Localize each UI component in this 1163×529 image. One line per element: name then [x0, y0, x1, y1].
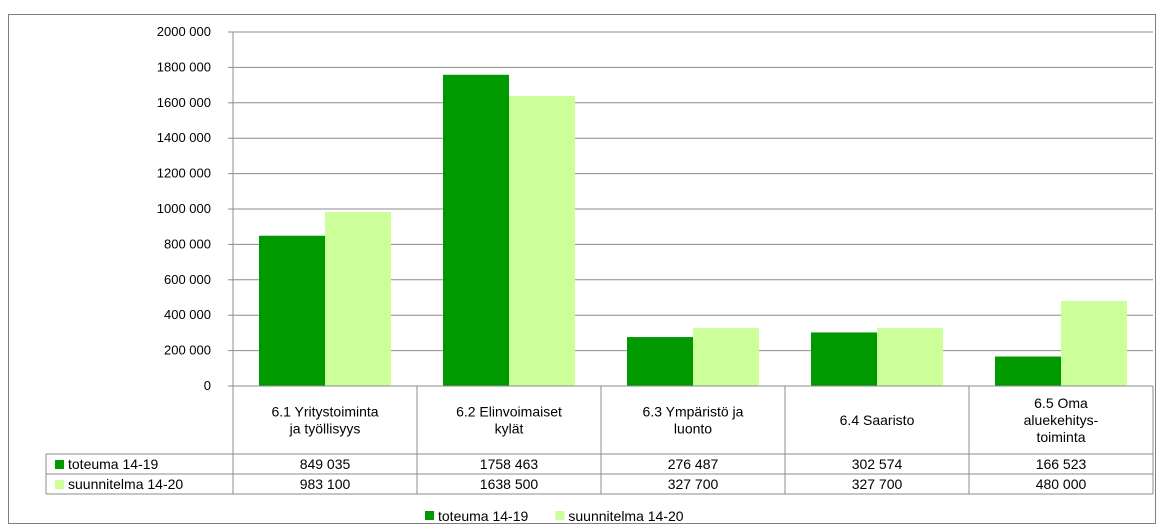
y-tick-label: 400 000	[164, 307, 211, 322]
category-label: ja työllisyys	[289, 421, 361, 437]
legend-label: toteuma 14-19	[438, 508, 528, 524]
y-tick-label: 1600 000	[157, 95, 211, 110]
bar	[1061, 301, 1127, 386]
y-tick-label: 1200 000	[157, 166, 211, 181]
y-tick-label: 200 000	[164, 343, 211, 358]
cell-value: 302 574	[852, 456, 903, 472]
cell-value: 849 035	[300, 456, 351, 472]
bar	[259, 235, 325, 386]
bar	[443, 74, 509, 387]
y-tick-label: 0	[204, 378, 211, 393]
cell-value: 276 487	[668, 456, 719, 472]
cell-value: 1758 463	[480, 456, 539, 472]
category-label: aluekehitys-	[1024, 412, 1099, 428]
category-label: 6.4 Saaristo	[840, 412, 915, 428]
category-label: 6.3 Ympäristö ja	[643, 404, 744, 420]
cell-value: 327 700	[668, 476, 719, 492]
category-label: kylät	[495, 421, 524, 437]
cell-value: 327 700	[852, 476, 903, 492]
cell-value: 480 000	[1036, 476, 1087, 492]
legend-key	[555, 511, 565, 520]
y-tick-label: 1400 000	[157, 130, 211, 145]
bar	[877, 327, 943, 386]
legend-key	[55, 480, 64, 489]
y-tick-label: 1800 000	[157, 59, 211, 74]
legend-label: suunnitelma 14-20	[568, 508, 683, 524]
bar	[995, 356, 1061, 386]
y-tick-label: 2000 000	[157, 24, 211, 39]
bar	[811, 332, 877, 386]
bar	[509, 95, 575, 386]
bar	[693, 327, 759, 386]
y-tick-label: 800 000	[164, 236, 211, 251]
category-label: 6.1 Yritystoiminta	[271, 404, 378, 420]
category-label: luonto	[674, 421, 712, 437]
bar	[325, 211, 391, 386]
y-tick-label: 600 000	[164, 272, 211, 287]
cell-value: 1638 500	[480, 476, 539, 492]
bar	[627, 337, 693, 386]
legend: toteuma 14-19 suunnitelma 14-20	[425, 508, 684, 524]
category-label: 6.5 Oma	[1034, 395, 1088, 411]
chart-frame	[8, 14, 1156, 524]
category-label: 6.2 Elinvoimaiset	[456, 404, 562, 420]
axis-layer: 0 200 000 400 000 600 000 800 000 1000 000 120…	[157, 24, 234, 393]
y-tick-label: 1000 000	[157, 201, 211, 216]
legend-key	[425, 511, 434, 520]
series-label: suunnitelma 14-20	[68, 476, 183, 492]
legend-key	[55, 460, 64, 469]
category-label: toiminta	[1036, 429, 1085, 445]
bars-layer	[259, 74, 1127, 387]
series-label: toteuma 14-19	[68, 456, 158, 472]
cell-value: 983 100	[300, 476, 351, 492]
cell-value: 166 523	[1036, 456, 1087, 472]
